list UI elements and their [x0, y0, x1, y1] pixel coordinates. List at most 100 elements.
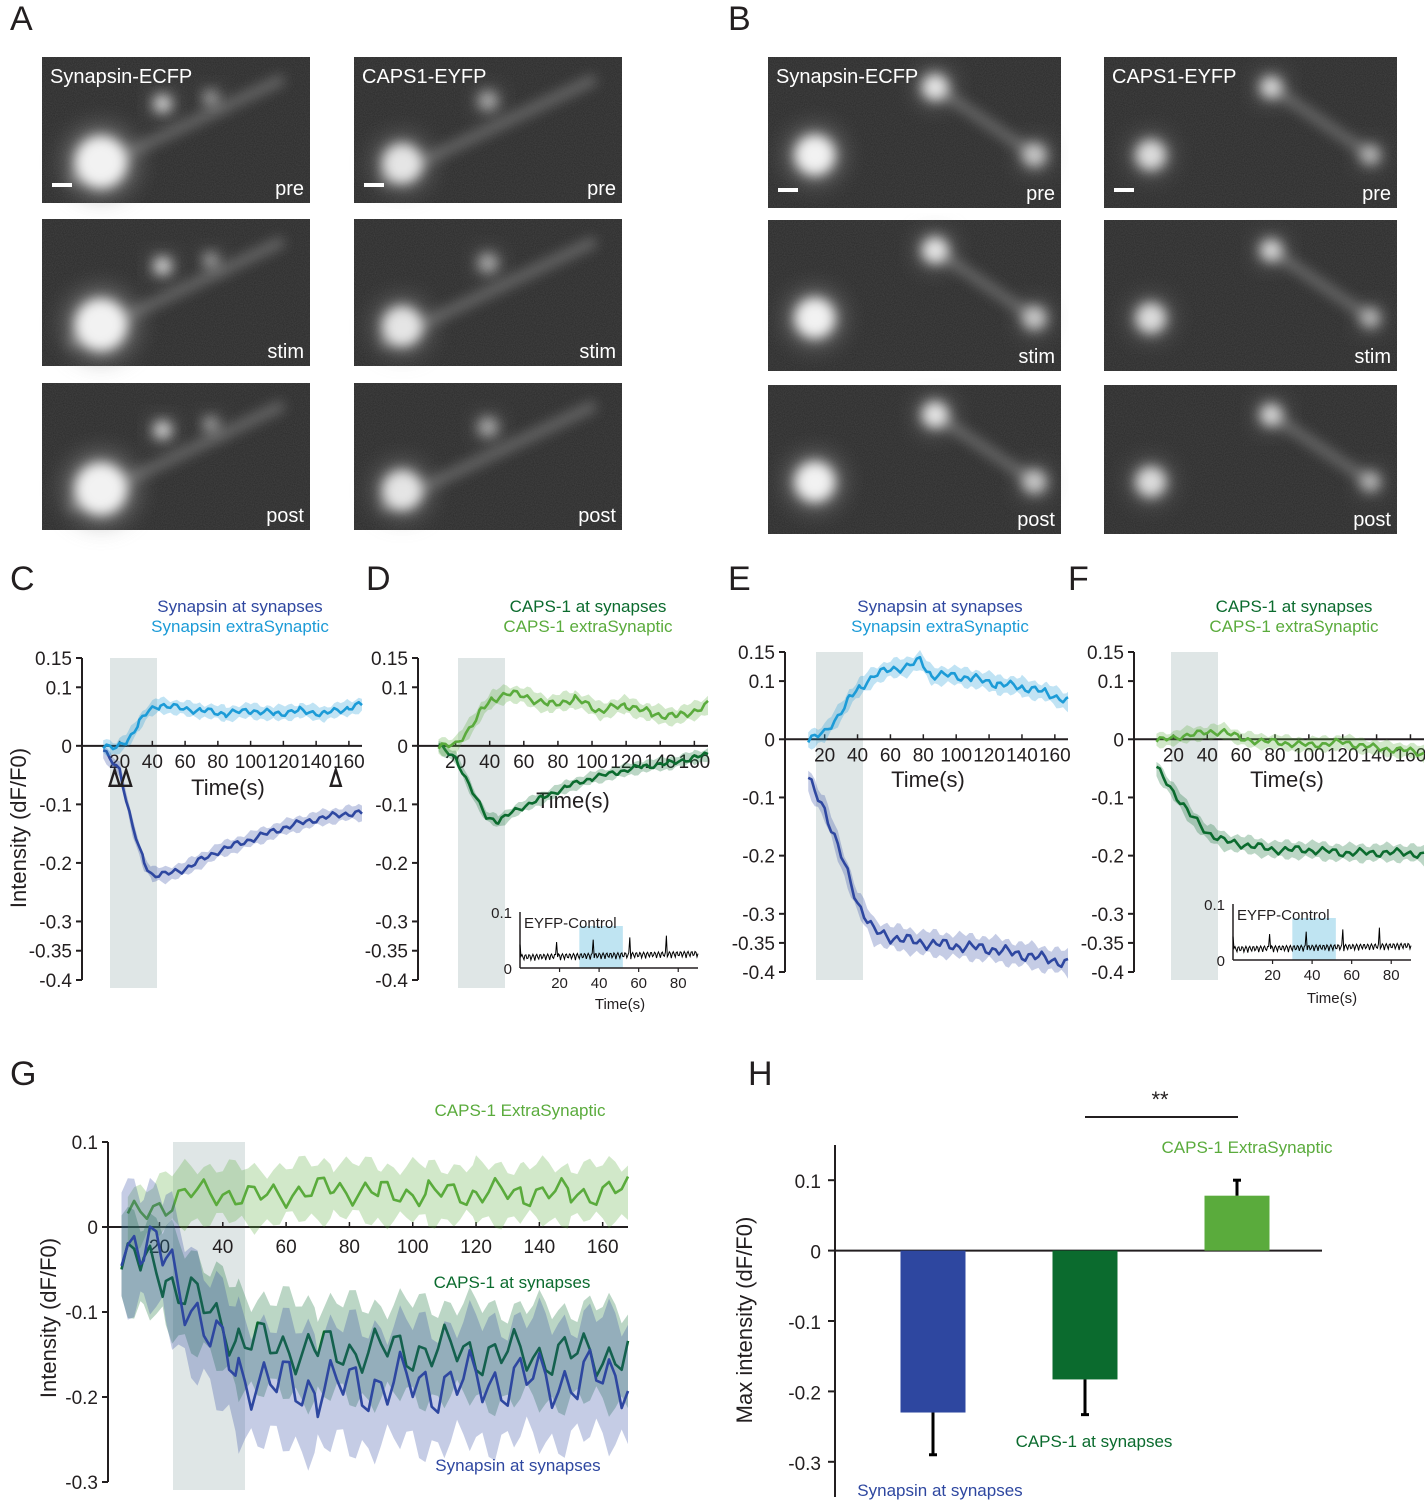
series-caps-1-at-synapses [438, 741, 709, 827]
y-tick-label: -0.3 [1091, 905, 1124, 926]
scale-bar [52, 183, 72, 187]
micrograph-condition-label: post [578, 505, 616, 527]
series-line [437, 689, 709, 750]
y-tick-label: 0.1 [72, 1133, 98, 1154]
significance-label: ** [1151, 1087, 1169, 1112]
y-tick-label: 0.1 [749, 672, 775, 693]
micrograph-punctum [794, 298, 835, 339]
inset-x-tick-label: 80 [1383, 967, 1400, 984]
micrograph-b-c2-post: post [1104, 385, 1397, 534]
bar-category-label: Synapsin at synapses [857, 1481, 1022, 1500]
y-tick-label: -0.3 [65, 1473, 98, 1494]
series-line [1155, 727, 1425, 757]
inset-stimulation-window [579, 926, 623, 968]
x-tick-label: 60 [175, 752, 196, 773]
inset-x-tick-label: 60 [1343, 967, 1360, 984]
y-tick-label: 0 [61, 737, 72, 758]
panel-letter-h: H [748, 1055, 773, 1093]
micrograph-grid-b: Synapsin-ECFP pre stim post CAPS1-EYFP pre sti… [768, 57, 1397, 534]
y-tick-label: -0.35 [1081, 934, 1124, 955]
y-tick-label: -0.4 [742, 963, 775, 984]
legend-entry: Synapsin extraSynaptic [151, 617, 329, 636]
x-axis: 20 40 60 80 100 120 140 160 Time(s) [785, 734, 1071, 792]
micrograph-punctum [153, 94, 172, 113]
bar-category-label: CAPS-1 ExtraSynaptic [1161, 1138, 1333, 1157]
legend-entry: CAPS-1 extraSynaptic [503, 617, 673, 636]
inset-x-tick-label: 60 [630, 975, 647, 992]
y-tick-label: -0.1 [788, 1313, 821, 1334]
micrograph-condition-label: post [266, 505, 304, 527]
micrograph-punctum [382, 306, 423, 347]
y-tick-label: -0.3 [39, 912, 72, 933]
micrograph-punctum [1360, 145, 1381, 166]
y-tick-label: 0.15 [1087, 643, 1124, 664]
micrograph-punctum [1022, 306, 1047, 331]
micrograph-punctum [153, 421, 172, 440]
micrograph-b-c2-pre: CAPS1-EYFP pre [1104, 57, 1397, 208]
y-tick-label: -0.2 [788, 1383, 821, 1404]
panel-letter-c: C [10, 560, 35, 598]
bar-caps-1-extrasynaptic: CAPS-1 ExtraSynaptic [1161, 1138, 1333, 1251]
x-tick-label: 100 [940, 745, 972, 766]
series-line [807, 776, 1069, 969]
y-axis: 0.15 0.1 0 -0.1 -0.2 -0.3 -0.35 -0.4 [1081, 643, 1135, 984]
x-axis-title: Time(s) [1250, 767, 1324, 792]
legend-entry: Synapsin at synapses [857, 597, 1022, 616]
micrograph-b-c1-stim: stim [768, 220, 1061, 371]
legend-entry: CAPS-1 at synapses [510, 597, 667, 616]
series-caps-1-at-synapses [120, 1206, 630, 1417]
panel-letter-e: E [728, 560, 751, 598]
micrograph-punctum [478, 253, 498, 274]
micrograph-punctum [922, 401, 949, 428]
series-line [120, 1225, 630, 1419]
x-tick-label: 160 [679, 752, 711, 773]
x-tick-label: 100 [397, 1237, 429, 1258]
inset-label: EYFP-Control [524, 915, 617, 932]
x-tick-label: 160 [1039, 745, 1071, 766]
series-caps-1-extrasynaptic [437, 684, 709, 757]
x-tick-label: 40 [142, 752, 163, 773]
y-tick-label: -0.35 [732, 934, 775, 955]
x-tick-label: 140 [1006, 745, 1038, 766]
micrograph-condition-label: stim [267, 341, 304, 363]
x-tick-label: 100 [576, 752, 608, 773]
x-tick-label: 20 [814, 745, 835, 766]
series-error-band [121, 1206, 628, 1417]
series-synapsin-extrasynaptic [102, 696, 363, 757]
series-line [102, 749, 363, 879]
y-tick-label: -0.3 [375, 912, 408, 933]
scale-bar [364, 183, 384, 187]
micrograph-condition-label: pre [587, 178, 616, 200]
x-tick-label: 20 [445, 752, 466, 773]
series-line [120, 1242, 630, 1378]
y-tick-label: 0.15 [738, 643, 775, 664]
bar-synapsin-at-synapses: Synapsin at synapses [857, 1250, 1023, 1500]
micrograph-punctum [202, 416, 219, 433]
inset-x-title: Time(s) [595, 996, 645, 1013]
panel-letter-f: F [1068, 560, 1089, 598]
x-tick-label: 80 [1264, 745, 1285, 766]
micrograph-condition-label: pre [275, 178, 304, 200]
micrograph-punctum [74, 462, 127, 515]
x-tick-label: 80 [207, 752, 228, 773]
x-tick-label: 140 [300, 752, 332, 773]
inset-y-tick-label: 0 [504, 961, 512, 978]
micrograph-punctum [478, 417, 498, 438]
x-tick-label: 60 [276, 1237, 297, 1258]
series-label-syn-at: Synapsin at synapses [435, 1456, 600, 1475]
y-axis: 0.15 0.1 0 -0.1 -0.2 -0.3 -0.35 -0.4 [365, 649, 419, 992]
micrograph-b-c2-stim: stim [1104, 220, 1397, 371]
series-line [438, 743, 709, 825]
micrograph-channel-title: CAPS1-EYFP [362, 66, 486, 88]
micrograph-noise [1104, 385, 1397, 534]
inset-y-tick-label: 0 [1217, 953, 1225, 970]
micrograph-noise [1104, 220, 1397, 371]
micrograph-neurite [932, 83, 1038, 160]
series-error-band [438, 684, 708, 757]
micrograph-condition-label: stim [1018, 346, 1055, 368]
x-tick-label: 160 [333, 752, 365, 773]
y-tick-label: -0.2 [375, 854, 408, 875]
x-tick-label: 20 [1163, 745, 1184, 766]
